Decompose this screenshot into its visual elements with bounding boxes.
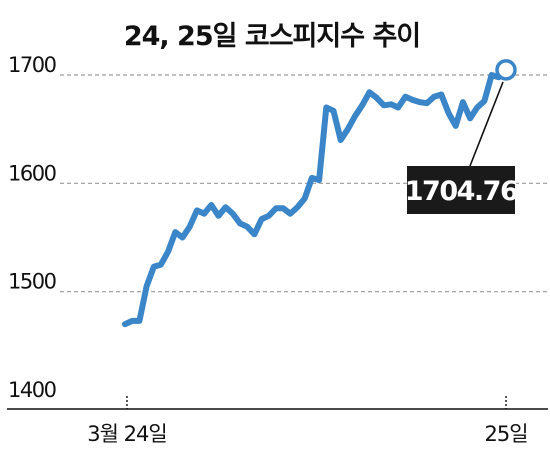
end-point-marker bbox=[495, 59, 517, 81]
x-tick-label-end: 25일 bbox=[484, 422, 527, 446]
y-tick-label-1600: 1600 bbox=[8, 161, 56, 185]
callout-value: 1704.76 bbox=[405, 176, 518, 207]
y-tick-label-1500: 1500 bbox=[8, 270, 56, 294]
y-tick-label-1700: 1700 bbox=[8, 53, 56, 77]
y-tick-label-1400: 1400 bbox=[8, 378, 56, 402]
x-tick-label-start: 3월 24일 bbox=[87, 422, 166, 446]
y-tick-labels: 1400 1500 1600 1700 bbox=[8, 53, 57, 402]
chart-title: 24, 25일 코스피지수 추이 bbox=[124, 21, 420, 52]
callout-pointer bbox=[469, 81, 504, 167]
callout-box bbox=[407, 166, 515, 214]
series-line bbox=[122, 66, 509, 328]
